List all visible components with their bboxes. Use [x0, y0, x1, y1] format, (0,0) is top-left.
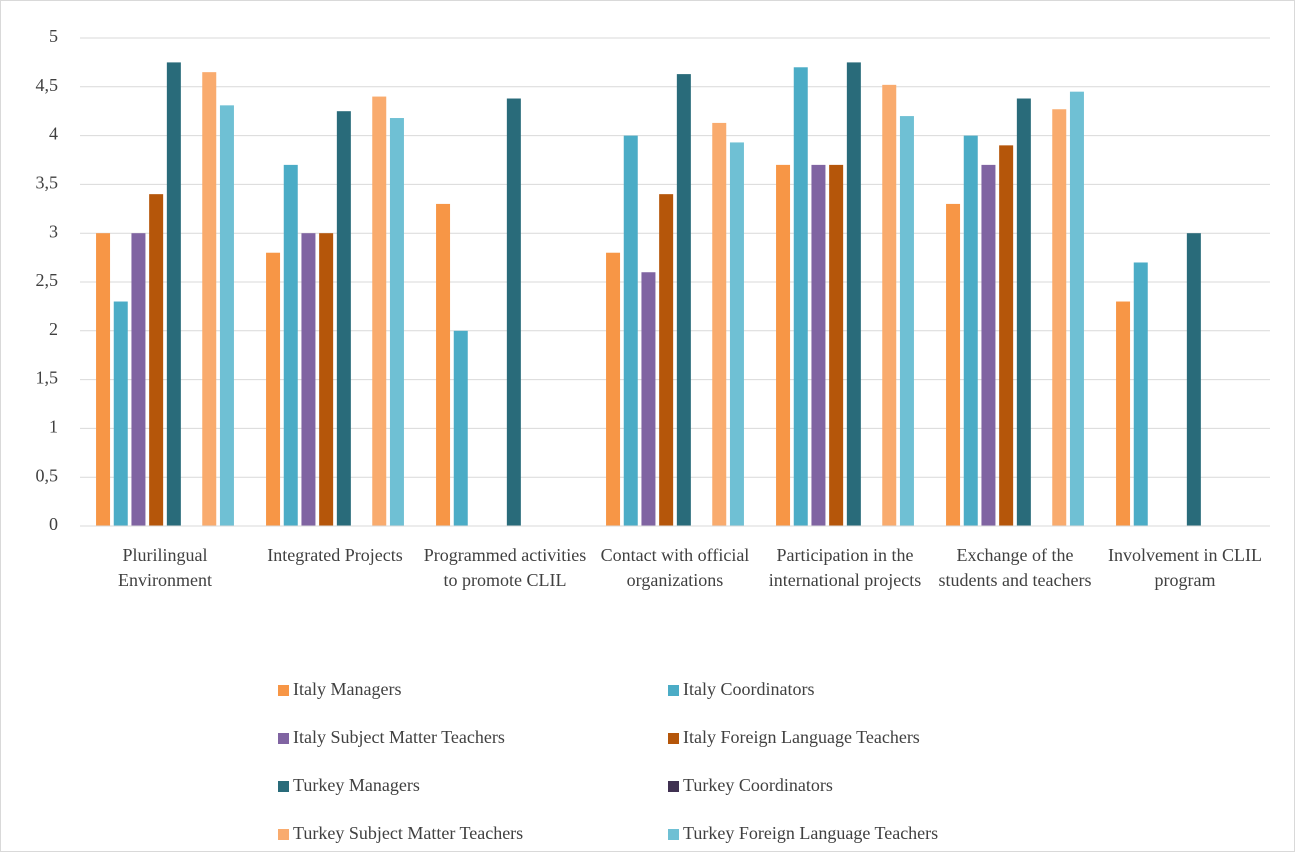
bar [283, 164, 298, 526]
y-tick-label: 4 [49, 124, 58, 144]
bar [389, 118, 404, 527]
bar [1016, 98, 1031, 527]
bar [506, 98, 521, 527]
bar [1133, 262, 1148, 526]
bar [659, 194, 674, 526]
legend-swatch [668, 829, 679, 840]
x-tick-label: Plurilingual Environment [118, 545, 212, 590]
x-tick-line: Integrated Projects [267, 545, 402, 565]
legend-swatch [278, 733, 289, 744]
bar [623, 135, 638, 526]
x-tick-line: students and teachers [939, 570, 1092, 590]
bar [829, 164, 844, 526]
y-tick-label: 4,5 [36, 75, 59, 95]
legend-label: Turkey Subject Matter Teachers [293, 823, 523, 843]
bar [641, 272, 656, 526]
bar [963, 135, 978, 526]
bar [336, 111, 351, 526]
x-tick-line: Exchange of the [957, 545, 1074, 565]
x-tick-line: Participation in the [777, 545, 914, 565]
y-tick-label: 1 [49, 417, 58, 437]
legend-swatch [668, 685, 679, 696]
legend-swatch [278, 781, 289, 792]
bar [166, 62, 181, 527]
legend-label: Turkey Foreign Language Teachers [683, 823, 938, 843]
x-tick-line: Environment [118, 570, 212, 590]
y-tick-label: 3 [49, 221, 58, 241]
bar [882, 84, 897, 527]
legend-label: Turkey Coordinators [683, 775, 833, 795]
x-tick-line: Plurilingual [123, 545, 208, 565]
x-tick-line: Involvement in CLIL [1108, 545, 1262, 565]
legend-label: Italy Foreign Language Teachers [683, 727, 920, 747]
bar [96, 233, 111, 526]
y-tick-label: 2,5 [36, 270, 59, 290]
bar [712, 122, 727, 527]
x-tick-line: program [1155, 570, 1216, 590]
bar [729, 142, 744, 526]
x-tick-line: Programmed activities [424, 545, 586, 565]
bar [811, 164, 826, 526]
x-tick-label: Programmed activities to promote CLIL [424, 545, 586, 590]
y-tick-label: 5 [49, 26, 58, 46]
y-tick-label: 3,5 [36, 173, 59, 193]
bar [202, 72, 217, 526]
legend-label: Italy Coordinators [683, 679, 814, 699]
bar [1052, 109, 1067, 527]
bar [676, 74, 691, 526]
bar [301, 233, 316, 526]
legend-label: Italy Managers [293, 679, 401, 699]
x-tick-line: to promote CLIL [444, 570, 567, 590]
bar [793, 67, 808, 526]
x-tick-label: Integrated Projects [267, 545, 402, 565]
x-tick-line: organizations [627, 570, 724, 590]
bar [776, 164, 791, 526]
x-tick-label: Exchange of the students and teachers [939, 545, 1092, 590]
bar [319, 233, 334, 526]
y-tick-label: 0 [49, 514, 58, 534]
bar [999, 145, 1014, 527]
x-tick-label: Contact with official organizations [601, 545, 750, 590]
bar [899, 116, 914, 526]
bar [453, 330, 468, 526]
bar [436, 203, 451, 527]
legend-label: Italy Subject Matter Teachers [293, 727, 505, 747]
x-tick-line: Contact with official [601, 545, 750, 565]
bar [113, 301, 128, 526]
legend-swatch [278, 685, 289, 696]
x-tick-label: Involvement in CLIL program [1108, 545, 1262, 590]
x-tick-label: Participation in the international projec… [769, 545, 921, 590]
bar [606, 252, 621, 526]
bar [981, 164, 996, 526]
legend-label: Turkey Managers [293, 775, 420, 795]
bar [266, 252, 281, 526]
bar [149, 194, 164, 526]
legend-swatch [278, 829, 289, 840]
bar [131, 233, 146, 526]
y-tick-label: 2 [49, 319, 58, 339]
bar [219, 105, 234, 527]
y-tick-label: 0,5 [36, 465, 59, 485]
y-tick-label: 1,5 [36, 368, 59, 388]
bar [372, 96, 387, 526]
bar [846, 62, 861, 527]
bar [1186, 233, 1201, 526]
bar [946, 203, 961, 527]
legend-swatch [668, 781, 679, 792]
legend-swatch [668, 733, 679, 744]
x-tick-line: international projects [769, 570, 921, 590]
bar [1116, 301, 1131, 526]
bar [1069, 91, 1084, 527]
